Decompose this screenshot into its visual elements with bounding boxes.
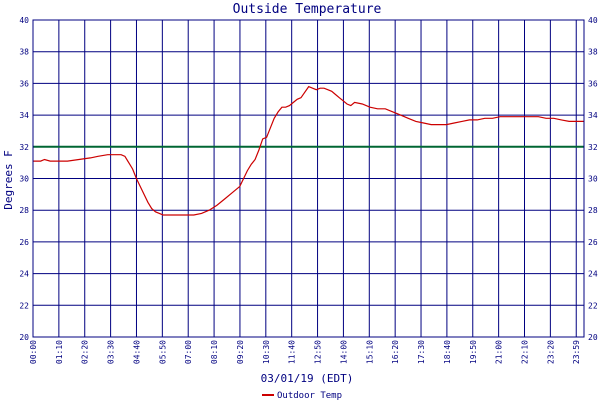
y-tick-label: 24 [19,270,29,279]
plot-frame-group [32,19,585,338]
y-tick-label-right: 20 [588,333,598,342]
x-tick-label: 02:20 [81,340,90,364]
x-tick-label: 15:10 [365,340,374,364]
y-tick-label-right: 22 [588,301,598,310]
y-tick-label-right: 24 [588,270,598,279]
y-tick-label: 40 [19,16,29,25]
y-tick-label: 36 [19,79,29,88]
y-tick-label: 32 [19,143,29,152]
x-tick-label: 00:00 [29,340,38,364]
x-tick-labels: 00:00 01:10 02:20 03:30 04:40 05:50 07:00 08:10… [29,340,581,364]
y-axis-label: Degrees F [2,150,15,210]
x-tick-label: 01:10 [55,340,64,364]
x-tick-label: 11:40 [288,340,297,364]
x-tick-label: 16:20 [391,340,400,364]
y-tick-label-right: 40 [588,16,598,25]
x-axis-label: 03/01/19 (EDT) [261,372,354,385]
y-tick-label: 28 [19,206,29,215]
x-tick-label: 05:50 [158,340,167,364]
x-tick-label: 14:00 [339,340,348,364]
x-tick-label: 23:59 [572,340,581,364]
x-tick-label: 19:50 [469,340,478,364]
y-tick-label-right: 38 [588,48,598,57]
x-tick-label: 08:10 [210,340,219,364]
x-tick-label: 23:20 [546,340,555,364]
x-tick-label: 09:20 [236,340,245,364]
y-tick-label-right: 32 [588,143,598,152]
legend: Outdoor Temp [262,391,342,400]
x-tick-label: 07:00 [184,340,193,364]
series-group [33,85,584,216]
x-tick-label: 10:30 [262,340,271,364]
y-tick-label: 26 [19,238,29,247]
y-tick-label: 30 [19,175,29,184]
y-tick-label: 38 [19,48,29,57]
y-tick-labels-left: 20 22 24 26 28 30 32 34 36 38 40 [19,16,29,342]
x-tick-label: 12:50 [314,340,323,364]
x-tick-label: 18:40 [443,340,452,364]
legend-label: Outdoor Temp [277,391,342,400]
y-tick-label-right: 36 [588,79,598,88]
y-tick-labels-right: 20 22 24 26 28 30 32 34 36 38 40 [588,16,598,342]
y-tick-label-right: 26 [588,238,598,247]
x-tick-label: 21:00 [495,340,504,364]
y-tick-label: 20 [19,333,29,342]
grid-lines [32,19,584,338]
x-tick-label: 03:30 [107,340,116,364]
y-tick-label-right: 34 [588,111,598,120]
plot-frame [32,19,585,338]
series-line-outdoor-temp [33,85,584,216]
y-tick-label-right: 28 [588,206,598,215]
y-tick-label: 22 [19,301,29,310]
chart-title: Outside Temperature [233,2,382,17]
y-tick-label-right: 30 [588,175,598,184]
x-tick-label: 22:10 [521,340,530,364]
x-tick-label: 17:30 [417,340,426,364]
x-tick-label: 04:40 [132,340,141,364]
y-tick-label: 34 [19,111,29,120]
